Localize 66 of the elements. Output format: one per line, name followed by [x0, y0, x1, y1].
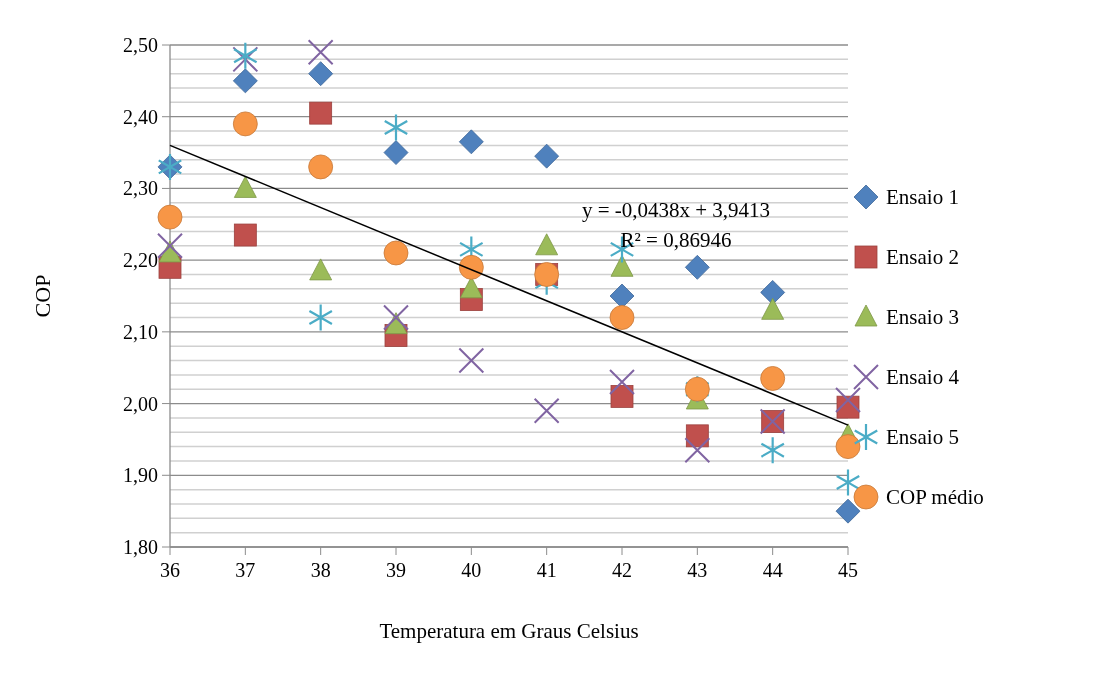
- point: [383, 304, 409, 331]
- point: [309, 101, 333, 125]
- legend-label: Ensaio 5: [886, 425, 959, 450]
- y-tick-label: 2,20: [123, 249, 158, 272]
- point: [760, 437, 785, 464]
- legend-label: Ensaio 4: [886, 365, 960, 390]
- y-tick-label: 2,30: [123, 177, 158, 200]
- point: [384, 312, 408, 335]
- point: [760, 280, 786, 305]
- y-tick-label: 2,40: [123, 105, 158, 128]
- point: [534, 143, 560, 169]
- point: [835, 498, 861, 524]
- point: [836, 469, 860, 496]
- y-tick-label: 1,90: [123, 464, 158, 487]
- y-axis-title: COP: [30, 274, 55, 318]
- y-tick-label: 1,80: [123, 536, 158, 558]
- point: [233, 223, 257, 247]
- point: [835, 386, 861, 413]
- y-tick-label: 2,00: [123, 392, 158, 415]
- y-tick-label: 2,10: [123, 320, 158, 343]
- point: [383, 140, 409, 165]
- point: [684, 437, 711, 464]
- point: [309, 258, 333, 281]
- legend-label: Ensaio 3: [886, 305, 959, 330]
- x-tick-label: 40: [461, 559, 482, 581]
- point: [533, 397, 560, 424]
- point: [157, 204, 183, 230]
- point: [308, 154, 334, 180]
- point: [307, 39, 334, 66]
- point: [232, 68, 258, 94]
- point: [383, 240, 409, 266]
- annotation: R² = 0,86946: [620, 228, 732, 252]
- x-axis-title: Temperatura em Graus Celsius: [379, 619, 639, 643]
- point: [535, 233, 559, 256]
- x-tick-label: 39: [386, 559, 406, 581]
- point: [232, 111, 258, 137]
- x-tick-label: 45: [838, 559, 858, 581]
- point: [458, 129, 484, 155]
- point: [458, 347, 485, 374]
- x-tick-label: 44: [762, 559, 783, 581]
- point: [609, 369, 635, 396]
- point: [761, 297, 785, 320]
- y-tick-label: 2,50: [123, 34, 158, 56]
- point: [308, 61, 334, 87]
- point: [458, 254, 484, 280]
- x-tick-label: 38: [310, 559, 331, 581]
- x-tick-label: 43: [687, 559, 708, 581]
- point: [384, 114, 408, 141]
- legend-label: COP médio: [886, 485, 984, 510]
- legend-label: Ensaio 2: [886, 245, 959, 270]
- point: [609, 305, 635, 330]
- point: [685, 424, 709, 448]
- x-tick-label: 37: [235, 559, 256, 581]
- point: [684, 254, 710, 280]
- point: [308, 304, 333, 331]
- x-tick-label: 42: [612, 559, 632, 581]
- legend-label: Ensaio 1: [886, 185, 959, 210]
- point: [610, 385, 634, 408]
- point: [610, 254, 634, 277]
- point: [233, 176, 257, 198]
- annotation: y = -0,0438x + 3,9413: [581, 198, 771, 222]
- point: [760, 366, 786, 391]
- point: [835, 434, 861, 459]
- x-tick-label: 36: [160, 559, 180, 581]
- point: [157, 232, 183, 259]
- x-tick-label: 41: [536, 559, 557, 581]
